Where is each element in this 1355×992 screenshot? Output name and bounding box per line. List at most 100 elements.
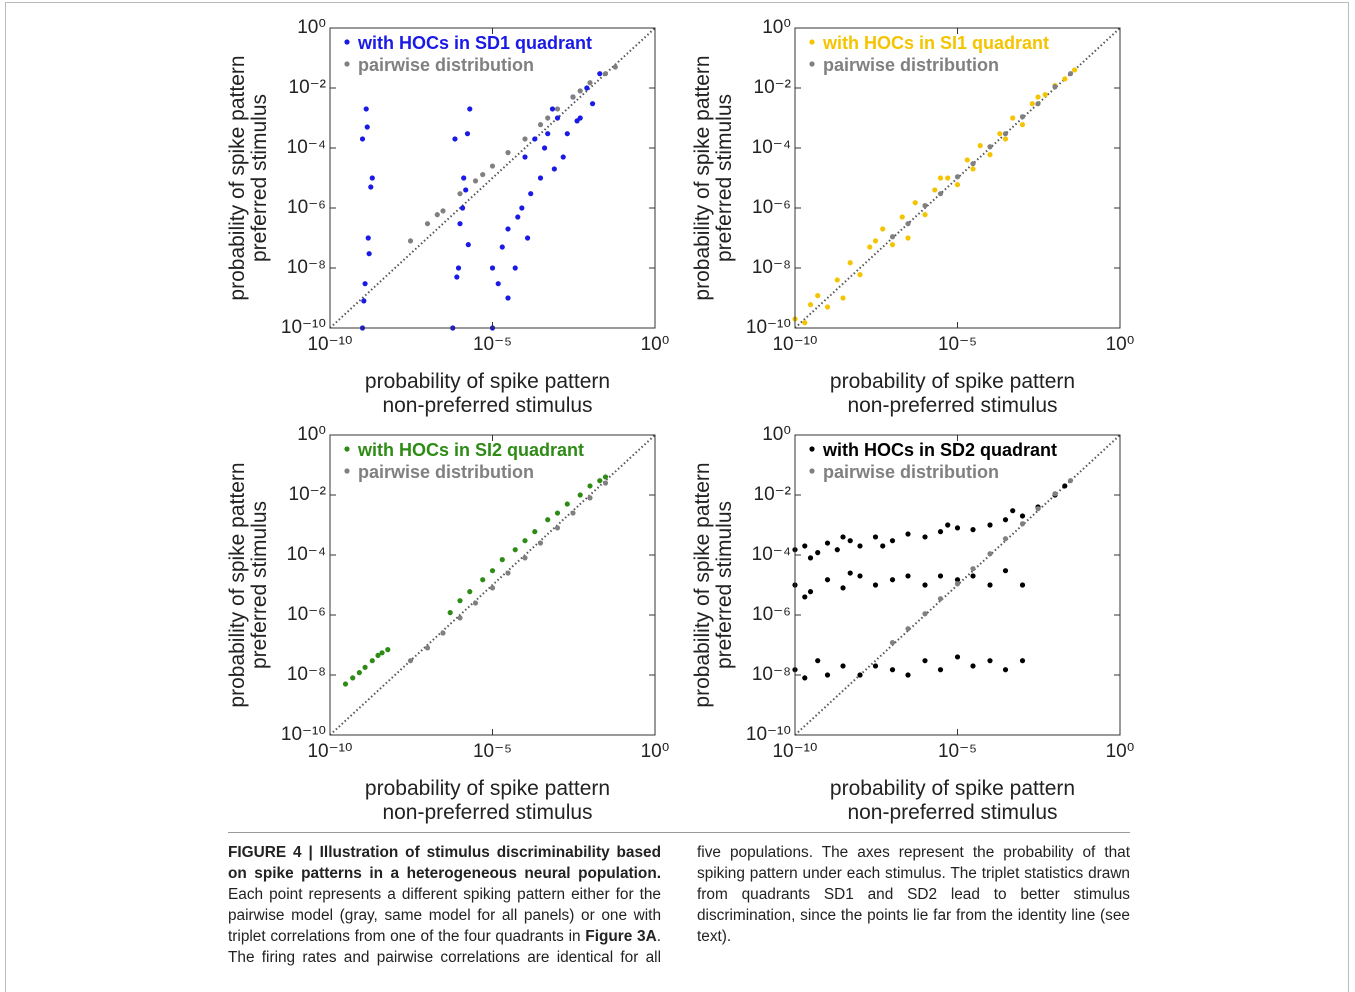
point (505, 226, 511, 232)
point (922, 203, 928, 209)
point (1019, 122, 1026, 128)
point (379, 650, 385, 656)
legend-marker (344, 39, 350, 45)
point (867, 244, 873, 250)
point (440, 208, 446, 214)
x-tick-label: 10⁻⁵ (938, 334, 977, 355)
y-tick-label: 10⁻⁶ (287, 604, 326, 625)
point (1035, 506, 1041, 512)
y-tick-label: 10⁻⁶ (752, 197, 791, 218)
point (577, 88, 583, 94)
point (512, 265, 518, 271)
point (467, 106, 473, 112)
y-tick-label: 10⁻⁸ (287, 257, 326, 278)
point (840, 663, 846, 669)
point (889, 538, 896, 544)
point (802, 594, 808, 600)
panel: 10⁻¹⁰ 10⁻⁵ 10⁰ 10⁻¹⁰ 10⁻⁸ 10⁻⁶ 10⁻⁴ 10⁻² 10⁰ prob… (691, 424, 1134, 824)
point (366, 251, 372, 257)
point (1052, 84, 1058, 90)
point (454, 274, 460, 280)
point (489, 163, 496, 169)
x-tick-label: 10⁰ (641, 334, 670, 355)
x-axis-label: probability of spike pattern (830, 370, 1075, 393)
point (554, 106, 561, 112)
point (1002, 568, 1009, 574)
point (472, 178, 479, 184)
point (499, 557, 505, 563)
point (1002, 131, 1009, 137)
point (824, 540, 831, 546)
point (997, 131, 1003, 137)
point (840, 585, 846, 591)
point (457, 221, 463, 227)
point (1062, 76, 1068, 82)
point (889, 667, 896, 673)
separator (228, 832, 1130, 833)
point (363, 106, 369, 112)
point (987, 658, 993, 664)
point (584, 85, 590, 91)
point (574, 118, 580, 124)
point (872, 238, 879, 244)
y-tick-label: 10⁻⁶ (752, 604, 791, 625)
point (522, 136, 528, 142)
point (495, 281, 501, 287)
figure: 10⁻¹⁰ 10⁻⁵ 10⁰ 10⁻¹⁰ 10⁻⁸ 10⁻⁶ 10⁻⁴ 10⁻² 10⁰ prob… (226, 17, 1134, 824)
y-tick-label: 10⁰ (762, 17, 791, 38)
point (889, 234, 896, 240)
point (847, 260, 853, 266)
point (922, 212, 928, 218)
x-tick-label: 10⁻¹⁰ (307, 334, 352, 355)
point (1019, 582, 1026, 588)
x-tick-label: 10⁻⁵ (473, 334, 512, 355)
point (945, 175, 951, 181)
point (970, 527, 976, 533)
legend-marker (809, 446, 815, 452)
point (368, 184, 374, 190)
y-tick-label: 10⁰ (762, 424, 791, 445)
point (452, 136, 458, 142)
point (802, 543, 808, 549)
point (577, 492, 583, 498)
point (364, 124, 370, 130)
point (1002, 536, 1009, 542)
point (807, 589, 814, 595)
legend-marker (344, 61, 350, 67)
legend-marker (809, 61, 815, 67)
y-tick-label: 10⁻² (289, 77, 327, 98)
point (457, 191, 463, 197)
legend-label: with HOCs in SD2 quadrant (822, 440, 1057, 460)
point (499, 244, 505, 250)
panel: 10⁻¹⁰ 10⁻⁵ 10⁰ 10⁻¹⁰ 10⁻⁸ 10⁻⁶ 10⁻⁴ 10⁻² 10⁰ prob… (226, 17, 669, 417)
point (549, 106, 556, 112)
point (551, 166, 557, 172)
point (602, 480, 609, 486)
panel: 10⁻¹⁰ 10⁻⁵ 10⁰ 10⁻¹⁰ 10⁻⁸ 10⁻⁶ 10⁻⁴ 10⁻² 10⁰ prob… (691, 17, 1134, 417)
legend-marker (809, 468, 815, 474)
y-tick-label: 10⁻⁸ (752, 664, 791, 685)
point (1010, 115, 1016, 121)
caption-ref: Figure 3A (585, 928, 657, 945)
point (977, 143, 983, 149)
legend-label: with HOCs in SI1 quadrant (822, 33, 1049, 53)
point (532, 529, 538, 535)
point (467, 589, 473, 595)
point (970, 573, 976, 579)
legend-label: pairwise distribution (358, 55, 534, 75)
legend-marker (344, 468, 350, 474)
x-axis-label: non-preferred stimulus (847, 394, 1057, 417)
point (889, 577, 896, 583)
point (954, 581, 961, 587)
x-axis-label: non-preferred stimulus (847, 801, 1057, 824)
point (589, 101, 596, 107)
point (954, 174, 961, 180)
point (889, 242, 896, 248)
y-tick-label: 10⁻⁴ (752, 137, 791, 158)
x-tick-label: 10⁻⁵ (473, 741, 512, 762)
point (1019, 521, 1026, 527)
y-axis-label: preferred stimulus (713, 501, 736, 669)
point (597, 478, 603, 484)
point (922, 658, 928, 664)
point (1071, 67, 1078, 73)
